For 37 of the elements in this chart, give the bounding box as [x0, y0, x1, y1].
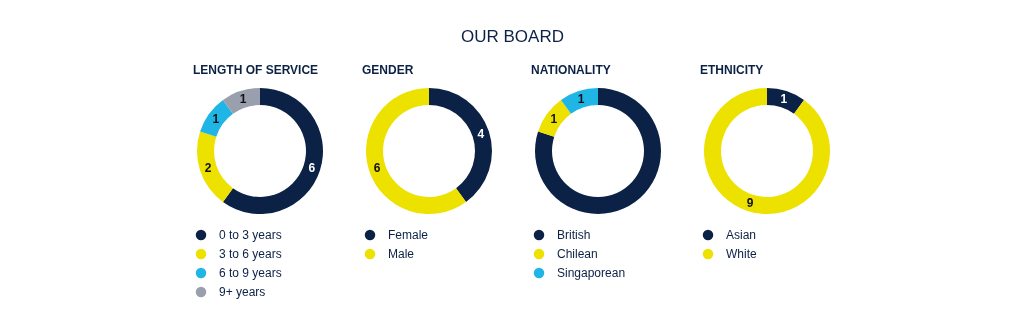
legend-label: Chilean [557, 247, 598, 261]
data-label: 4 [477, 127, 485, 142]
data-label: 1 [550, 111, 558, 126]
text: OUR BOARD [461, 27, 564, 46]
data-label: 6 [308, 160, 316, 175]
donut-slice [197, 131, 233, 202]
data-label: 2 [204, 160, 212, 175]
legend-label: White [726, 247, 757, 261]
data-label: 6 [373, 160, 381, 175]
legend-label: 0 to 3 years [219, 228, 282, 242]
data-label: 1 [780, 92, 788, 107]
donut-slice [200, 100, 233, 137]
chart-title: GENDER [362, 63, 414, 77]
data-label: 1 [239, 92, 247, 107]
legend-label: 3 to 6 years [219, 247, 282, 261]
data-label: 1 [212, 111, 220, 126]
legend-label: Asian [726, 228, 757, 242]
donut-slice [704, 88, 830, 214]
donut-slice [767, 88, 805, 114]
donut-slice [366, 88, 467, 214]
legend-label: 9+ years [219, 285, 266, 299]
legend-label: British [557, 228, 591, 242]
chart-title: NATIONALITY [531, 63, 611, 77]
legend-label: Female [388, 228, 429, 242]
legend-label: Singaporean [557, 266, 626, 280]
chart-title: ETHNICITY [700, 63, 764, 77]
donut-slice [222, 88, 323, 214]
legend-label: 6 to 9 years [219, 266, 282, 280]
data-label: 9 [746, 195, 754, 210]
donut-slice [535, 88, 661, 214]
donut-slice [538, 100, 571, 137]
donut-slice [560, 88, 598, 114]
legend-label: Male [388, 247, 415, 261]
donut-slice [429, 88, 492, 202]
chart-title: LENGTH OF SERVICE [193, 63, 319, 77]
data-label: 1 [577, 92, 585, 107]
donut-slice [222, 88, 260, 114]
